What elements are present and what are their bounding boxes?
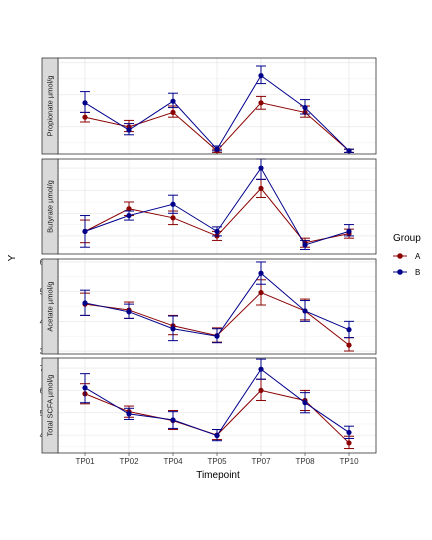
data-point-B [258,270,264,276]
data-point-B [170,201,176,207]
data-point-B [126,309,132,315]
legend: Group AB [393,233,421,277]
data-point-B [346,429,352,436]
data-point-B [302,308,308,314]
x-tick-label: TP05 [207,457,227,466]
data-point-A [126,206,132,212]
x-tick-label: TP07 [251,457,271,466]
legend-label-B: B [415,268,420,277]
x-axis: TP01 TP02 TP04 TP05 TP07 TP08 TP10 [75,453,359,466]
data-point-B [302,105,308,111]
data-point-A [258,387,264,394]
data-point-A [346,440,352,446]
data-point-B [214,146,220,152]
panel-2: 10203040Butyrate µmol/g [41,158,377,255]
facet-strip-label: Acetate µmol/g [46,281,55,331]
legend-label-A: A [415,252,421,261]
data-point-A [346,342,352,348]
data-point-B [346,228,352,234]
data-point-A [170,215,176,221]
x-tick-label: TP02 [119,457,139,466]
legend-key-point-B [397,269,403,275]
data-point-B [258,366,264,372]
data-point-B [214,333,220,339]
data-point-B [82,228,88,234]
data-point-A [170,109,176,115]
facet-strip-label: Total SCFA µmol/g [46,375,55,437]
data-point-B [258,165,264,171]
data-point-B [302,242,308,248]
data-point-B [170,326,176,332]
data-point-A [258,289,264,296]
data-point-B [82,100,88,106]
panel-3: 300400500600Acetate µmol/g [40,258,377,356]
data-point-B [82,385,88,391]
data-point-B [214,432,220,439]
data-point-A [258,100,264,106]
data-point-B [258,73,264,79]
data-point-A [82,114,88,120]
facet-strip [41,258,59,355]
panel-1: 204060Propionate µmol/g [41,57,377,155]
x-axis-title: Timepoint [196,470,240,481]
data-point-B [170,417,176,423]
data-point-A [258,185,264,192]
data-point-B [126,127,132,133]
facet-strip-label: Propionate µmol/g [46,75,55,136]
data-point-B [126,212,132,219]
data-point-B [82,300,88,306]
facet-strip [41,357,59,454]
x-tick-label: TP10 [339,457,359,466]
x-tick-label: TP04 [163,457,183,466]
x-tick-label: TP08 [295,457,315,466]
facet-strip [41,158,59,255]
legend-key-point-A [397,253,403,259]
data-point-B [214,228,220,234]
data-point-B [126,411,132,417]
legend-title: Group [393,233,421,244]
facet-strip [41,57,59,155]
panel-4: 400500600700Total SCFA µmol/g [40,357,377,454]
facet-panels: 204060Propionate µmol/g10203040Butyrate … [40,57,377,454]
y-axis-title: Y [7,254,18,261]
data-point-B [170,98,176,104]
x-tick-label: TP01 [75,457,95,466]
facet-strip-label: Butyrate µmol/g [46,180,55,233]
data-point-B [346,327,352,333]
data-point-B [346,148,352,154]
data-point-B [302,400,308,406]
